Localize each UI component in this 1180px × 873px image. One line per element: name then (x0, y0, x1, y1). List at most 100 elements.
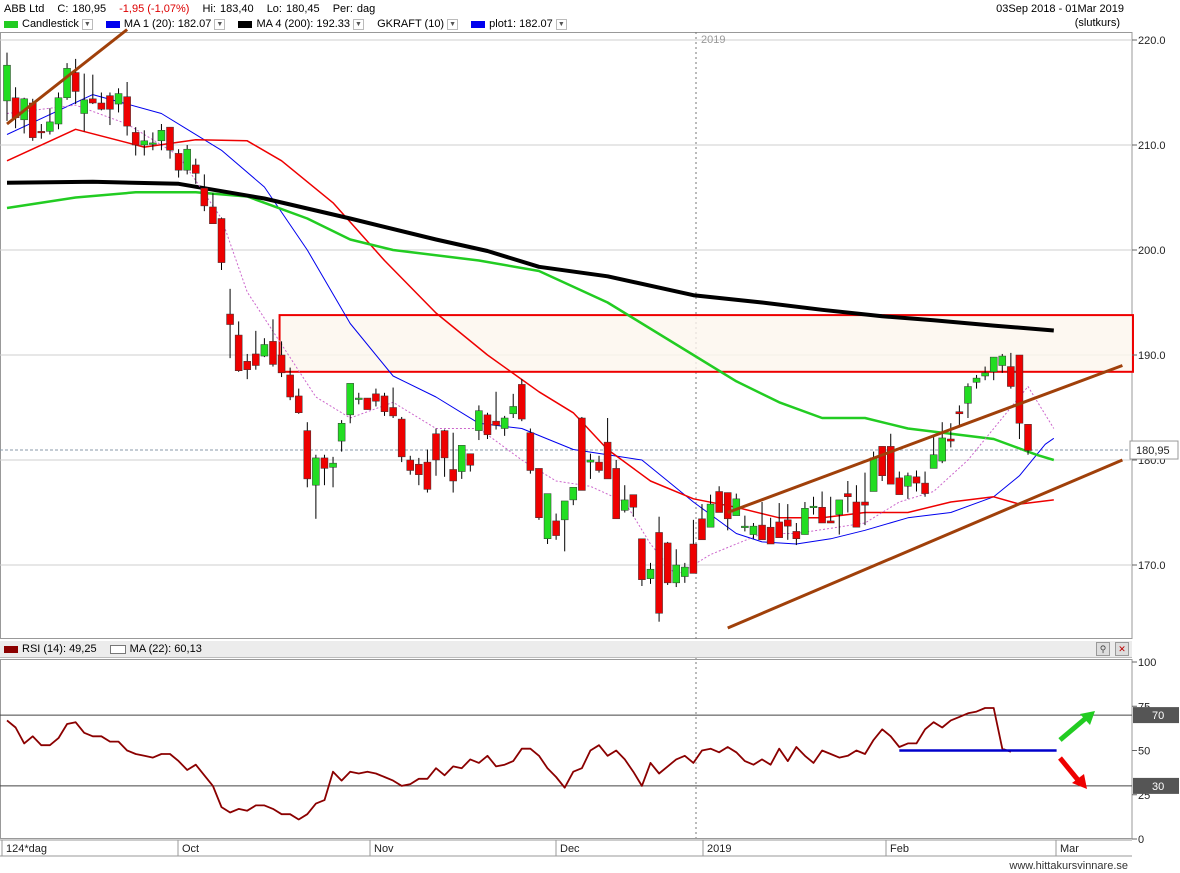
candle-body (758, 524, 766, 541)
candle-body (260, 344, 269, 357)
candle-body (440, 430, 449, 459)
candle-body (209, 206, 217, 224)
legend-item[interactable]: RSI (14): 49,25 (4, 643, 97, 655)
chevron-down-icon[interactable]: ▼ (447, 18, 459, 30)
high-label: Hi: (202, 3, 216, 15)
candle-body (500, 417, 509, 429)
candle-body (715, 491, 723, 513)
legend-item[interactable]: MA 1 (20): 182.07 ▼ (105, 18, 226, 30)
candle-body (372, 393, 380, 402)
legend-swatch (238, 20, 253, 28)
x-tick-label: 2019 (707, 843, 731, 855)
candle-body (269, 341, 277, 365)
candle-body (552, 520, 560, 536)
last-price-badge (1129, 440, 1179, 460)
candle-body (749, 525, 758, 535)
candle-body (183, 148, 191, 171)
candle-body (54, 97, 63, 125)
chevron-down-icon[interactable]: ▼ (353, 18, 364, 30)
candle-body (646, 568, 655, 579)
candle-body (46, 121, 54, 132)
candle-body (972, 377, 981, 383)
candle-body (475, 410, 483, 431)
candle-body (586, 459, 595, 463)
candle-body (955, 411, 964, 415)
candle-body (397, 418, 406, 458)
candle-body (286, 374, 294, 398)
candle-body (947, 438, 955, 442)
candle-body (226, 313, 234, 325)
close-icon[interactable]: ✕ (1115, 642, 1129, 656)
legend-item[interactable]: MA (22): 60,13 (109, 643, 202, 655)
price-tick-label: 200.0 (1138, 245, 1166, 257)
candle-body (89, 98, 97, 104)
candle-body (97, 102, 106, 110)
candle-body (71, 72, 80, 92)
candle-body (852, 501, 861, 528)
arrow-up-head-icon (1080, 711, 1095, 725)
candle-body (869, 457, 878, 492)
candle-body (861, 501, 869, 506)
zoom-icon[interactable]: ⚲ (1096, 642, 1110, 656)
candle-body (243, 361, 251, 370)
chevron-down-icon[interactable]: ▼ (214, 18, 226, 30)
candle-body (663, 542, 672, 584)
date-range: 03Sep 2018 - 01Mar 2019 (996, 3, 1124, 15)
candle-body (818, 507, 826, 524)
candle-body (277, 354, 286, 374)
candle-body (294, 395, 303, 414)
year-marker-label: 2019 (701, 34, 725, 46)
rsi-legend: RSI (14): 49,25 MA (22): 60,13 (4, 643, 212, 655)
rsi-level-badge (1133, 777, 1179, 794)
legend-item[interactable]: GKRAFT (10) ▼ (377, 18, 459, 30)
candle-body (123, 96, 131, 127)
candle-body (560, 500, 569, 521)
candle-body (149, 142, 157, 145)
price-type: (slutkurs) (1074, 17, 1120, 29)
candle-body (492, 420, 500, 426)
candle-body (131, 132, 140, 146)
chevron-down-icon[interactable]: ▼ (81, 18, 93, 30)
candle-body (252, 353, 260, 366)
moving-average-line (6, 94, 1055, 545)
candle-body (809, 505, 818, 508)
candle-body (569, 487, 578, 501)
rsi-line (6, 707, 1012, 821)
candle-body (337, 423, 346, 442)
high-value: 183,40 (219, 3, 254, 15)
symbol-name: ABB Ltd (4, 3, 45, 15)
candle-body (140, 140, 149, 146)
candle-body (921, 482, 929, 494)
legend-item[interactable]: Candlestick ▼ (4, 18, 93, 30)
axis-layer: 220.0210.0200.0190.0180.0170.0180,951007… (0, 35, 1179, 857)
candle-body (655, 532, 663, 614)
candle-body (28, 102, 37, 138)
last-price-label: 180,95 (1136, 445, 1170, 457)
close-label: C: (57, 3, 69, 15)
candle-body (895, 477, 904, 495)
candle-body (166, 126, 174, 151)
trendline (727, 364, 1123, 514)
candle-body (989, 356, 998, 373)
legend-item[interactable]: MA 4 (200): 192.33 ▼ (238, 18, 364, 30)
rsi-header: RSI (14): 49,25 MA (22): 60,13 ⚲ ✕ (0, 641, 1132, 658)
chevron-down-icon[interactable]: ▼ (555, 18, 567, 30)
candle-body (689, 543, 698, 574)
legend-item[interactable]: plot1: 182.07 ▼ (471, 18, 567, 30)
rsi-tick-label: 100 (1138, 657, 1156, 669)
quote-row: ABB Ltd C: 180,95 -1,95 (-1,07%) Hi: 183,4… (4, 3, 385, 15)
legend-label: MA 1 (20): 182.07 (123, 18, 212, 30)
candle-body (638, 538, 646, 580)
legend-swatch (4, 645, 18, 653)
watermark: www.hittakursvinnare.se (1009, 860, 1128, 872)
candle-body (792, 531, 801, 540)
trendline (6, 28, 129, 126)
candle-body (998, 355, 1007, 366)
legend-swatch (105, 20, 120, 28)
legend-label: GKRAFT (10) (377, 18, 445, 30)
candle-body (912, 476, 921, 484)
candle-body (217, 218, 226, 263)
candle-body (466, 453, 475, 466)
candle-body (904, 475, 912, 487)
